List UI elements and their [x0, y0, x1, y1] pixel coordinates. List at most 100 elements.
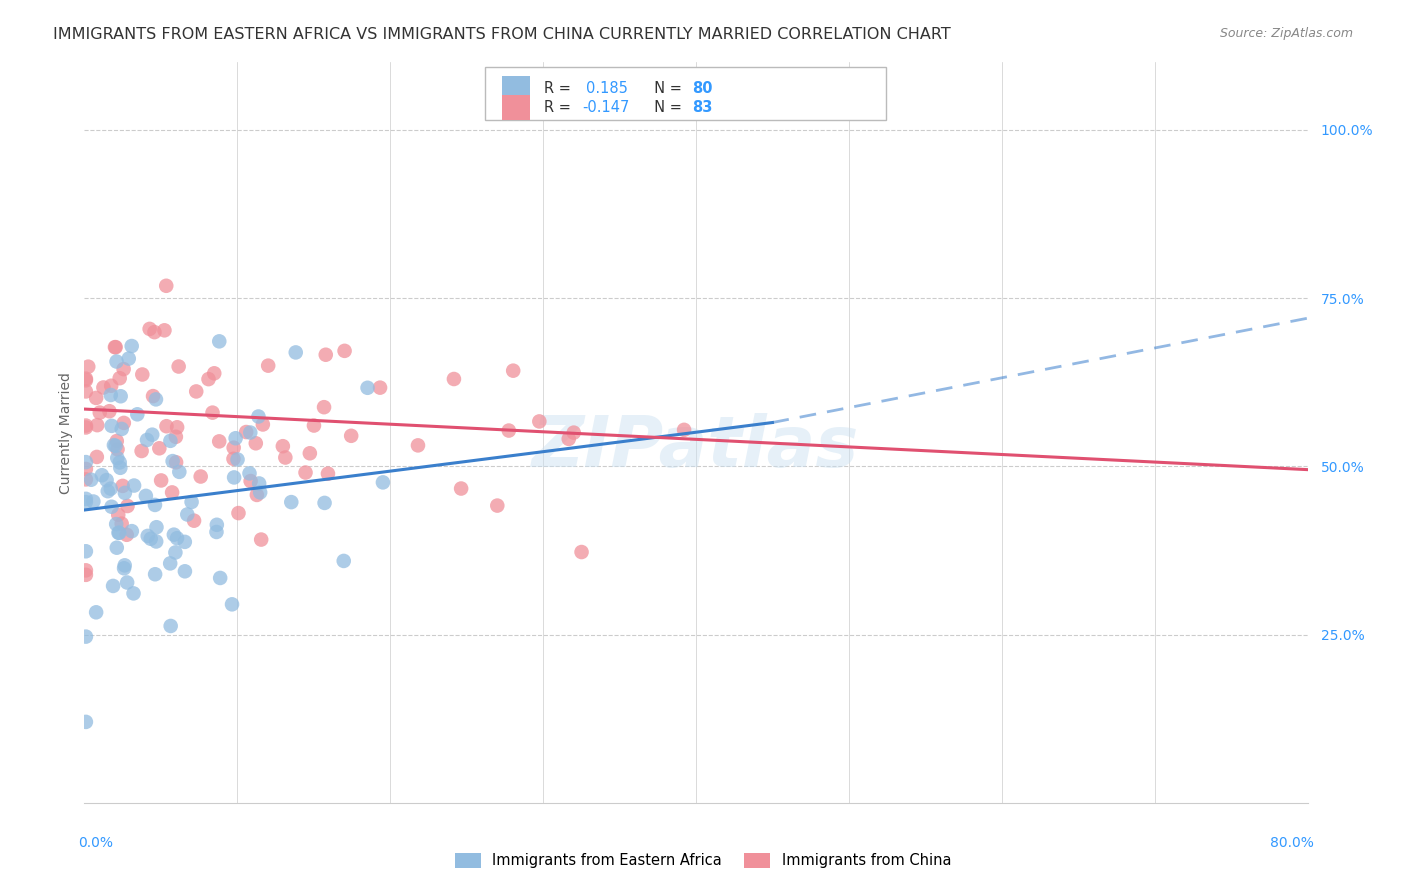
Point [208, 434, 231, 449]
Point [201, 406, 224, 420]
Point [115, 575, 138, 590]
Point [222, 451, 245, 466]
Point [245, 436, 267, 450]
Point [121, 524, 143, 538]
Point [80, 473, 103, 487]
Point [298, 446, 321, 460]
Point [107, 508, 129, 522]
Point [111, 422, 134, 436]
Point [486, 499, 509, 513]
Point [247, 409, 270, 424]
Point [105, 354, 128, 368]
Point [75, 420, 97, 434]
Point [82, 494, 104, 508]
Text: IMMIGRANTS FROM EASTERN AFRICA VS IMMIGRANTS FROM CHINA CURRENTLY MARRIED CORREL: IMMIGRANTS FROM EASTERN AFRICA VS IMMIGR… [53, 27, 952, 42]
Point [104, 340, 127, 354]
Point [103, 438, 125, 452]
Point [104, 439, 127, 453]
Point [105, 517, 128, 532]
Point [75, 418, 97, 433]
Point [316, 467, 339, 481]
Y-axis label: Currently Married: Currently Married [59, 372, 73, 493]
Point [174, 564, 197, 578]
Point [75, 714, 97, 729]
Point [105, 450, 128, 465]
Point [75, 462, 97, 476]
Point [75, 455, 97, 469]
Point [93, 380, 115, 394]
Point [86, 418, 108, 433]
Point [143, 567, 166, 582]
Point [238, 467, 260, 481]
Point [108, 455, 131, 469]
Point [562, 425, 585, 440]
Point [252, 417, 274, 432]
Point [356, 381, 378, 395]
Point [122, 478, 145, 492]
Text: Source: ZipAtlas.com: Source: ZipAtlas.com [1219, 27, 1353, 40]
Point [225, 431, 247, 445]
Point [114, 558, 136, 573]
Point [97, 484, 120, 499]
Point [159, 434, 181, 448]
Text: 0.185: 0.185 [586, 81, 628, 95]
Point [122, 586, 145, 600]
Point [100, 482, 122, 496]
Point [111, 479, 134, 493]
Point [165, 430, 187, 444]
Point [145, 392, 167, 407]
Point [155, 419, 177, 434]
Text: R =: R = [544, 81, 575, 95]
Point [166, 531, 188, 545]
Point [108, 525, 131, 540]
Text: R =: R = [544, 100, 575, 114]
Point [443, 372, 465, 386]
Point [235, 425, 257, 439]
Point [153, 323, 176, 337]
Point [202, 367, 225, 381]
Point [406, 438, 429, 452]
Point [166, 420, 188, 434]
Text: -0.147: -0.147 [582, 100, 630, 114]
Point [228, 506, 250, 520]
Point [104, 340, 127, 354]
Point [294, 466, 316, 480]
Point [77, 359, 100, 374]
Point [340, 429, 363, 443]
Point [135, 489, 157, 503]
Point [86, 450, 108, 464]
Point [246, 488, 269, 502]
Point [75, 630, 97, 644]
Point [163, 527, 186, 541]
Point [150, 474, 173, 488]
Point [226, 452, 249, 467]
Point [165, 455, 187, 469]
Point [143, 498, 166, 512]
Point [148, 442, 170, 456]
Point [111, 516, 134, 531]
Point [112, 561, 135, 575]
Text: N =: N = [645, 81, 688, 95]
Point [115, 528, 138, 542]
Point [100, 388, 122, 402]
Point [208, 334, 231, 349]
Point [167, 359, 190, 374]
Point [75, 472, 97, 486]
Point [96, 473, 118, 487]
Point [173, 534, 195, 549]
Point [239, 425, 262, 440]
Point [108, 371, 131, 385]
Point [75, 384, 97, 399]
Point [571, 545, 593, 559]
Point [250, 533, 273, 547]
Point [100, 378, 122, 392]
Point [673, 423, 696, 437]
Text: 80.0%: 80.0% [1270, 836, 1313, 850]
Point [169, 465, 191, 479]
Point [75, 495, 97, 509]
Point [221, 598, 243, 612]
Point [205, 524, 228, 539]
Point [112, 416, 135, 430]
Point [107, 442, 129, 457]
Point [136, 433, 159, 447]
